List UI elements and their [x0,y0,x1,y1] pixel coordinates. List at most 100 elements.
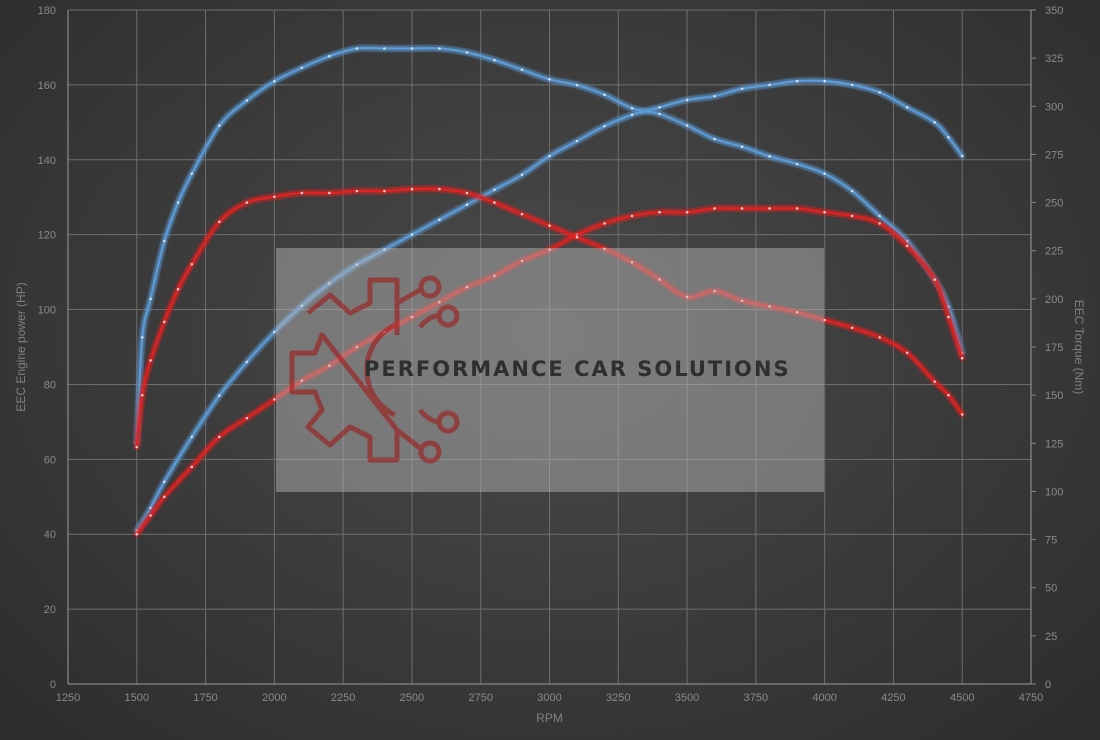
x-tick-label: 3250 [606,692,630,704]
data-point [823,172,826,175]
data-point [685,98,689,102]
data-point [163,320,166,324]
data-point [190,435,194,439]
data-point [135,532,139,536]
data-point [905,351,909,355]
y-right-tick-label: 250 [1045,198,1063,210]
data-point [465,191,469,195]
x-tick-label: 4500 [950,692,974,704]
y-right-tick-label: 0 [1045,679,1051,691]
axes: 1250 1500 1750 2000 2250 2500 2750 3000 3250 3500… [14,5,1086,725]
data-point [438,300,441,304]
data-point [149,514,152,517]
data-point [245,99,249,102]
data-point [658,106,661,109]
y-left-tick-label: 120 [38,230,56,242]
data-point [575,235,579,239]
data-point [149,506,152,510]
data-point [245,360,249,364]
data-point [520,173,524,177]
data-point [300,66,304,70]
data-point [878,91,881,94]
y-left-tick-label: 140 [38,155,56,167]
data-point [355,345,359,349]
data-point [795,79,799,83]
data-point [823,79,826,83]
series-lines [133,44,966,538]
y-left-tick-label: 60 [44,454,56,466]
data-point [190,262,194,266]
x-tick-label: 1500 [125,692,149,704]
data-point [163,480,166,484]
data-point [273,330,276,334]
x-tick-label: 2250 [331,692,355,704]
data-point [905,106,909,109]
data-point [300,379,304,383]
y-right-tick-label: 350 [1045,5,1063,17]
series-line [135,46,964,445]
data-point [493,201,496,204]
watermark: PERFORMANCE CAR SOLUTIONS [276,248,824,492]
data-point [768,83,771,87]
data-point [163,495,166,499]
data-point [575,233,579,236]
data-point [438,47,441,50]
x-tick-label: 4000 [812,692,836,704]
data-point [355,47,359,50]
data-point [960,413,964,416]
data-point [630,260,634,264]
data-point [520,212,524,216]
data-point [548,78,551,81]
data-point [713,137,716,141]
data-point [960,356,964,360]
data-point [603,247,606,251]
data-point [947,393,950,397]
data-point [190,172,194,175]
data-point [410,47,414,50]
y-right-tick-label: 325 [1045,53,1063,65]
data-point [410,315,414,319]
data-point [905,244,909,248]
data-point [658,278,661,281]
data-point [575,83,579,87]
data-point [768,155,771,158]
x-tick-label: 3500 [675,692,699,704]
y-right-tick-label: 300 [1045,101,1063,113]
data-point [149,359,152,362]
data-point [603,124,606,128]
data-point [438,218,441,221]
data-point [878,214,881,218]
data-point [850,214,854,218]
data-point [328,191,331,195]
data-point [575,139,579,143]
data-point [273,79,276,83]
data-point [795,162,799,166]
data-point [135,529,139,532]
data-point [795,207,799,210]
data-point [933,380,936,383]
data-point [245,201,249,204]
x-tick-label: 2500 [400,692,424,704]
y-right-tick-label: 125 [1045,438,1063,450]
data-point [850,189,854,193]
data-point [713,289,716,293]
y-left-tick-label: 0 [50,679,56,691]
data-point [465,285,469,289]
data-point [163,239,166,243]
data-point [658,112,661,116]
data-point [685,124,689,127]
data-point [548,248,551,251]
data-point [355,263,359,266]
data-point [410,233,414,236]
data-point [548,224,551,227]
data-point [768,305,771,308]
y-right-tick-label: 75 [1045,535,1057,547]
y-right-tick-label: 225 [1045,246,1063,258]
x-tick-label: 2000 [262,692,286,704]
data-point [740,145,744,149]
data-point [218,124,221,127]
data-point [300,191,304,195]
grid [67,9,1032,685]
data-point [630,106,634,110]
x-tick-label: 4750 [1019,692,1043,704]
